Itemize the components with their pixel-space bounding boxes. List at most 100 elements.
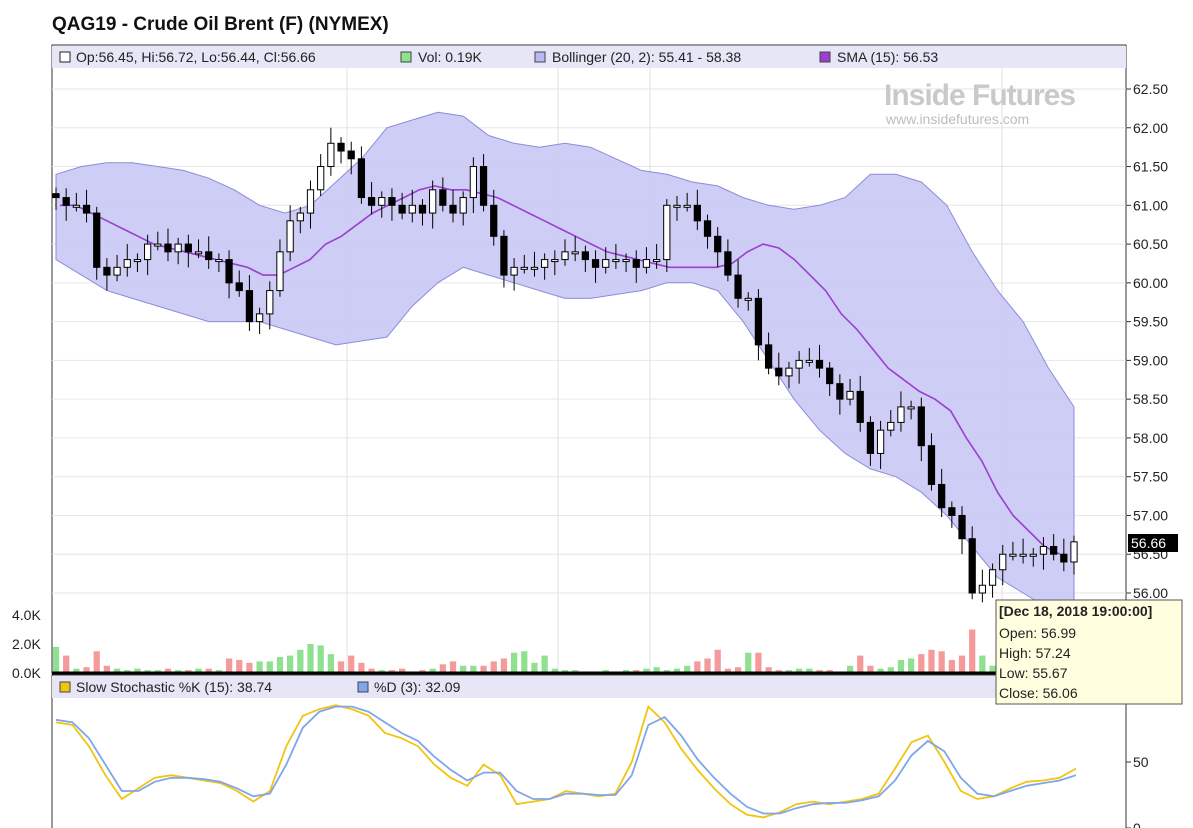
volume-bar (765, 667, 772, 673)
candle-body (1070, 541, 1078, 563)
candle-body (1050, 545, 1058, 555)
candle-body (917, 406, 925, 447)
candle-body (795, 359, 803, 369)
tooltip-close: Close: 56.06 (999, 685, 1078, 701)
candle-body (174, 243, 182, 253)
volume-bar (93, 651, 100, 673)
volume-bar (470, 665, 477, 673)
volume-bar (490, 661, 497, 673)
candle-body (1039, 545, 1048, 555)
volume-bar (164, 668, 172, 673)
volume-bar (429, 668, 436, 673)
price-tick-label: 59.00 (1133, 352, 1168, 368)
candle-body (510, 266, 518, 276)
candle-body (429, 189, 437, 214)
volume-bar (643, 668, 650, 673)
price-tick-label: 60.00 (1133, 275, 1168, 291)
volume-bar (531, 662, 538, 673)
candle-body (724, 251, 732, 276)
candle-body (836, 383, 844, 400)
volume-bar (256, 661, 263, 673)
candle-body (357, 158, 366, 199)
volume-bar (796, 668, 803, 673)
candle-body (388, 197, 396, 206)
volume-bar (704, 658, 711, 673)
candle-body (632, 259, 640, 268)
candle-body (673, 204, 681, 208)
volume-bar (113, 668, 121, 673)
candle-body (449, 204, 457, 214)
volume-bar (205, 668, 212, 673)
k-legend: Slow Stochastic %K (15): 38.74 (76, 679, 272, 695)
price-tick-label: 59.50 (1133, 314, 1168, 330)
candle-body (591, 259, 600, 268)
candle-body (876, 429, 885, 454)
sma-legend-swatch (819, 51, 831, 63)
ohlc-legend-swatch (59, 51, 71, 63)
volume-bar (806, 668, 813, 673)
volume-bar (979, 655, 986, 673)
candle-body (1060, 553, 1068, 563)
volume-bar (63, 655, 70, 673)
candle-body (846, 390, 854, 400)
volume-bar (724, 668, 732, 673)
ohlc-legend: Op:56.45, Hi:56.72, Lo:56.44, Cl:56.66 (76, 49, 316, 65)
candle-body (266, 290, 274, 315)
stoch-tick-label: 50 (1133, 754, 1149, 770)
candle-body (927, 445, 936, 485)
candle-body (52, 193, 60, 199)
volume-bar (714, 649, 721, 673)
candle-body (103, 266, 111, 276)
candle-body (642, 259, 651, 268)
volume-bar (958, 655, 966, 673)
candle-body (948, 507, 956, 516)
volume-bar (877, 668, 884, 673)
candle-body (1009, 553, 1017, 557)
candle-body (897, 406, 905, 423)
volume-bar (846, 665, 854, 673)
price-axis-ticks: 56.0056.5057.0057.5058.0058.5059.0059.50… (1126, 81, 1168, 601)
k-line (55, 704, 1077, 819)
volume-bar (439, 664, 446, 673)
candle-body (581, 251, 589, 261)
candle-body (530, 266, 539, 270)
candle-body (551, 259, 559, 263)
candle-body (317, 166, 325, 191)
candle-body (500, 235, 508, 276)
sma-legend: SMA (15): 56.53 (837, 49, 938, 65)
price-tick-label: 58.00 (1133, 430, 1168, 446)
volume-bar (348, 655, 355, 673)
volume-bar (368, 668, 375, 673)
candle-body (113, 266, 121, 276)
last-price-box (1128, 534, 1178, 552)
d-legend: %D (3): 32.09 (374, 679, 461, 695)
candle-body (815, 359, 824, 369)
candle-body (683, 204, 691, 208)
candle-body (999, 553, 1007, 571)
volume-bar (551, 668, 558, 673)
candle-body (62, 197, 70, 206)
tooltip-box[interactable] (995, 599, 1183, 705)
candle-body (1029, 553, 1037, 557)
candle-body (785, 367, 793, 377)
candle-body (296, 212, 304, 222)
volume-bar (103, 665, 111, 673)
candle-body (571, 251, 579, 255)
candle-body (439, 189, 447, 206)
candle-body (469, 166, 478, 199)
volume-bar (460, 665, 467, 673)
candle-body (215, 259, 223, 263)
volume-bar (337, 661, 345, 673)
candle-body (133, 259, 142, 263)
volume-bar (969, 629, 976, 673)
candle-body (1019, 553, 1027, 557)
candle-body (775, 367, 783, 377)
candle-body (143, 243, 152, 261)
candle-body (93, 212, 101, 268)
candle-body (938, 483, 946, 509)
tooltip-high: High: 57.24 (999, 645, 1071, 661)
candle-body (306, 189, 315, 214)
volume-bar (928, 649, 935, 673)
candle-body (490, 204, 498, 237)
volume-bar (673, 668, 681, 673)
